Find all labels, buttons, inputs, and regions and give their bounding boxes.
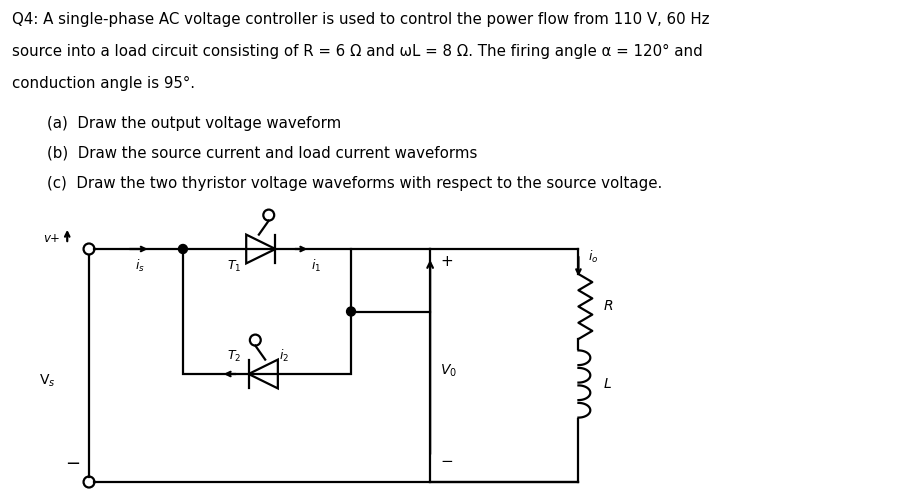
Circle shape [347,307,355,316]
Text: (a)  Draw the output voltage waveform: (a) Draw the output voltage waveform [48,116,342,131]
Text: conduction angle is 95°.: conduction angle is 95°. [12,76,195,91]
Text: $V_0$: $V_0$ [440,362,457,379]
Text: (b)  Draw the source current and load current waveforms: (b) Draw the source current and load cur… [48,146,478,161]
Text: Q4: A single-phase AC voltage controller is used to control the power flow from : Q4: A single-phase AC voltage controller… [12,12,709,27]
Text: $i_1$: $i_1$ [311,258,322,274]
Text: $T_1$: $T_1$ [227,259,242,274]
Text: V$_s$: V$_s$ [40,372,56,389]
Circle shape [179,244,187,254]
Text: $i_s$: $i_s$ [135,258,145,274]
Bar [182,249,351,374]
Text: (c)  Draw the two thyristor voltage waveforms with respect to the source voltage: (c) Draw the two thyristor voltage wavef… [48,176,663,191]
Text: +: + [440,254,453,269]
Text: −: − [66,455,81,473]
Text: −: − [440,455,453,470]
Text: v+: v+ [43,232,60,245]
Text: $i_2$: $i_2$ [279,348,289,364]
Text: source into a load circuit consisting of R = 6 Ω and ωL = 8 Ω. The firing angle : source into a load circuit consisting of… [12,44,703,59]
Text: R: R [603,299,613,313]
Text: L: L [603,377,611,391]
Text: $i_o$: $i_o$ [588,249,599,265]
Text: $T_2$: $T_2$ [227,348,242,363]
